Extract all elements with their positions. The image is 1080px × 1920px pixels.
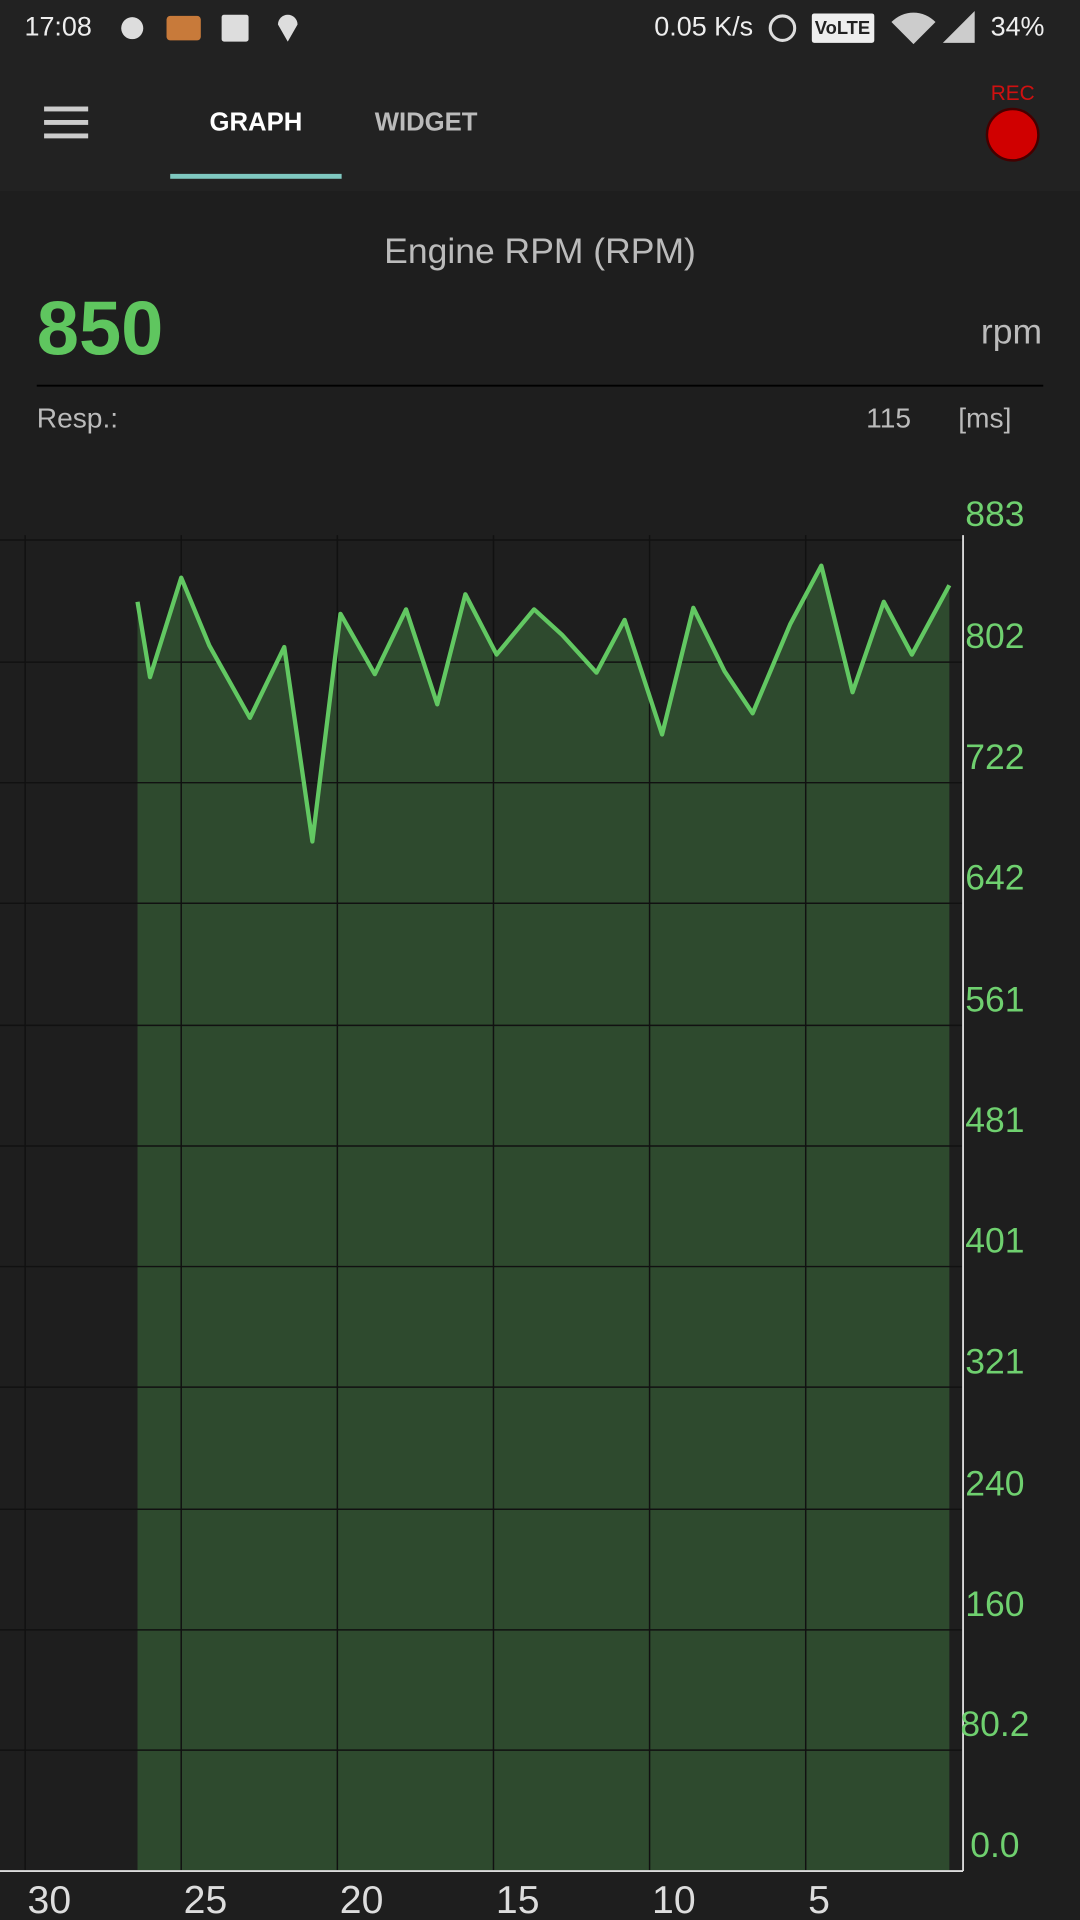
chart: 0.0 80.2 160 240 321 401 481 561 642 722 802 883 30 2… [0, 494, 1029, 1920]
volte-badge [811, 13, 875, 43]
y-tick-label: 0.0 [970, 1825, 1019, 1865]
response-value: 115 [866, 402, 911, 433]
alarm-icon [768, 14, 797, 42]
tab-indicator [170, 173, 342, 179]
battery: 34% [991, 11, 1045, 41]
y-tick-label: 481 [965, 1100, 1024, 1140]
y-tick-label: 240 [965, 1463, 1024, 1503]
x-tick-label: 30 [28, 1879, 72, 1920]
location-icon [277, 14, 298, 42]
menu-bar [44, 120, 89, 125]
y-tick-label: 160 [965, 1584, 1024, 1624]
unit: rpm [981, 312, 1042, 352]
y-tick-label: 802 [965, 616, 1024, 656]
response-label: Resp.: [37, 402, 118, 433]
y-tick-label: 722 [965, 737, 1024, 777]
x-tick-label: 5 [808, 1879, 830, 1920]
gauge-title: Engine RPM (RPM) [384, 231, 696, 271]
menu-bar [44, 106, 89, 112]
wifi-icon [891, 12, 936, 45]
x-tick-label: 15 [496, 1879, 540, 1920]
rec-label: REC [991, 82, 1035, 105]
y-tick-label: 401 [965, 1221, 1024, 1261]
menu-button[interactable] [44, 106, 89, 139]
y-tick-label: 642 [965, 857, 1024, 897]
slack-icon [121, 17, 144, 40]
network-speed: 0.05 K/s [654, 11, 753, 41]
y-tick-label: 883 [965, 494, 1024, 534]
x-tick-label: 10 [652, 1879, 696, 1920]
area [137, 565, 950, 1872]
gallery-icon [221, 14, 249, 42]
status-time: 17:08 [24, 11, 91, 41]
volte-text: VoLTE [815, 17, 870, 38]
y-tick-label: 561 [965, 979, 1024, 1019]
app-icon [166, 15, 201, 41]
y-tick-label: 321 [965, 1341, 1024, 1381]
response-unit: [ms] [958, 402, 1011, 433]
menu-bar [44, 133, 89, 139]
line [135, 563, 952, 844]
tab-widget[interactable]: WIDGET [375, 108, 478, 136]
x-tick-label: 20 [340, 1879, 384, 1920]
tab-graph[interactable]: GRAPH [210, 108, 303, 136]
rec-button[interactable] [985, 107, 1040, 162]
x-tick-label: 25 [184, 1879, 228, 1920]
current-value: 850 [37, 286, 164, 371]
y-tick-label: 80.2 [960, 1704, 1029, 1744]
